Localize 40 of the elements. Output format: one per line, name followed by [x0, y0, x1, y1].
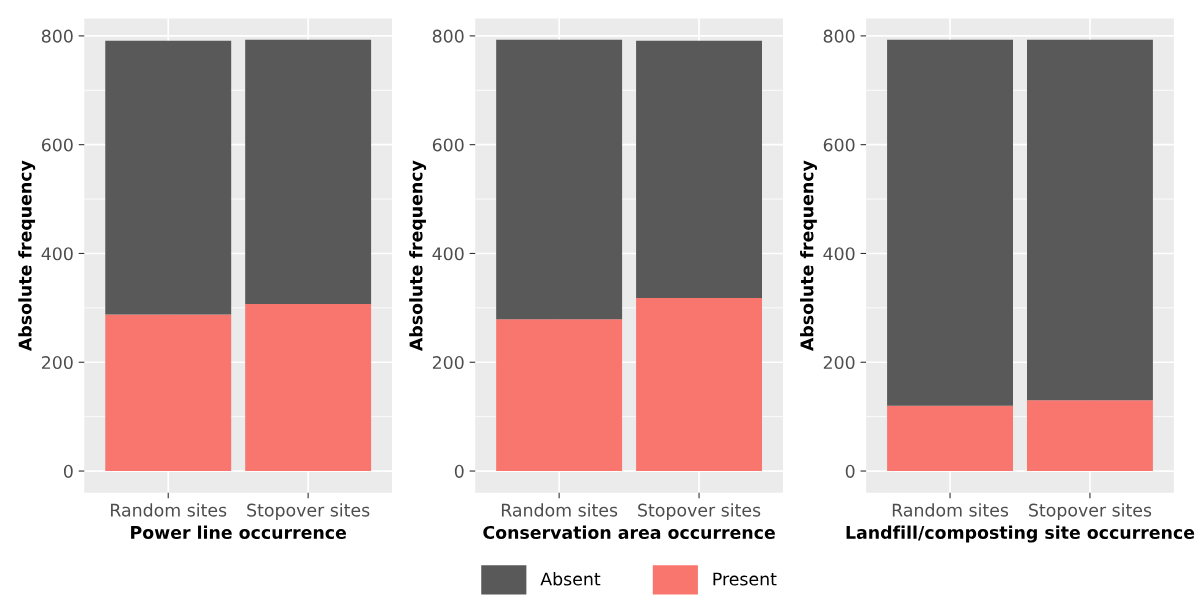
y-tick-label: 0	[63, 464, 73, 478]
x-tick-label: Stopover sites	[1029, 503, 1152, 521]
x-axis-title: Landfill/composting site occurrence	[846, 525, 1195, 543]
legend-label: Present	[713, 572, 777, 586]
bar	[245, 39, 372, 305]
bar	[1026, 400, 1153, 472]
y-tick-label: 0	[454, 464, 464, 478]
y-tick-label: 200	[432, 355, 464, 370]
legend-label: Absent	[540, 572, 601, 586]
y-tick-label: 600	[823, 138, 855, 152]
x-axis-title: Conservation area occurrence	[483, 525, 775, 540]
bar	[496, 39, 623, 320]
bar	[245, 304, 372, 472]
bar	[887, 405, 1013, 472]
x-tick-label: Random sites	[111, 503, 227, 517]
y-tick-label: 400	[41, 247, 73, 261]
bar	[496, 319, 623, 472]
y-tick-label: 800	[41, 29, 73, 43]
y-axis-title: Absolute frequency	[18, 160, 36, 352]
y-axis-title: Absolute frequency	[800, 160, 817, 352]
bar	[636, 40, 762, 299]
y-tick-label: 200	[823, 355, 855, 370]
y-tick-label: 600	[432, 138, 464, 152]
bar	[105, 40, 232, 315]
y-tick-label: 400	[432, 247, 464, 261]
y-tick-label: 400	[823, 247, 855, 261]
x-tick-label: Stopover sites	[247, 503, 370, 521]
x-tick-label: Random sites	[501, 503, 618, 517]
x-tick-label: Random sites	[892, 503, 1009, 517]
y-tick-label: 600	[41, 138, 73, 152]
y-tick-label: 0	[845, 464, 855, 478]
y-tick-label: 800	[432, 29, 464, 43]
bar	[105, 314, 232, 472]
bar	[636, 298, 762, 472]
y-tick-label: 200	[42, 355, 73, 370]
y-tick-label: 800	[823, 29, 855, 43]
bar	[1026, 39, 1153, 401]
y-axis-title: Absolute frequency	[409, 160, 427, 352]
x-axis-title: Power line occurrence	[131, 525, 347, 540]
x-tick-label: Stopover sites	[638, 503, 761, 521]
